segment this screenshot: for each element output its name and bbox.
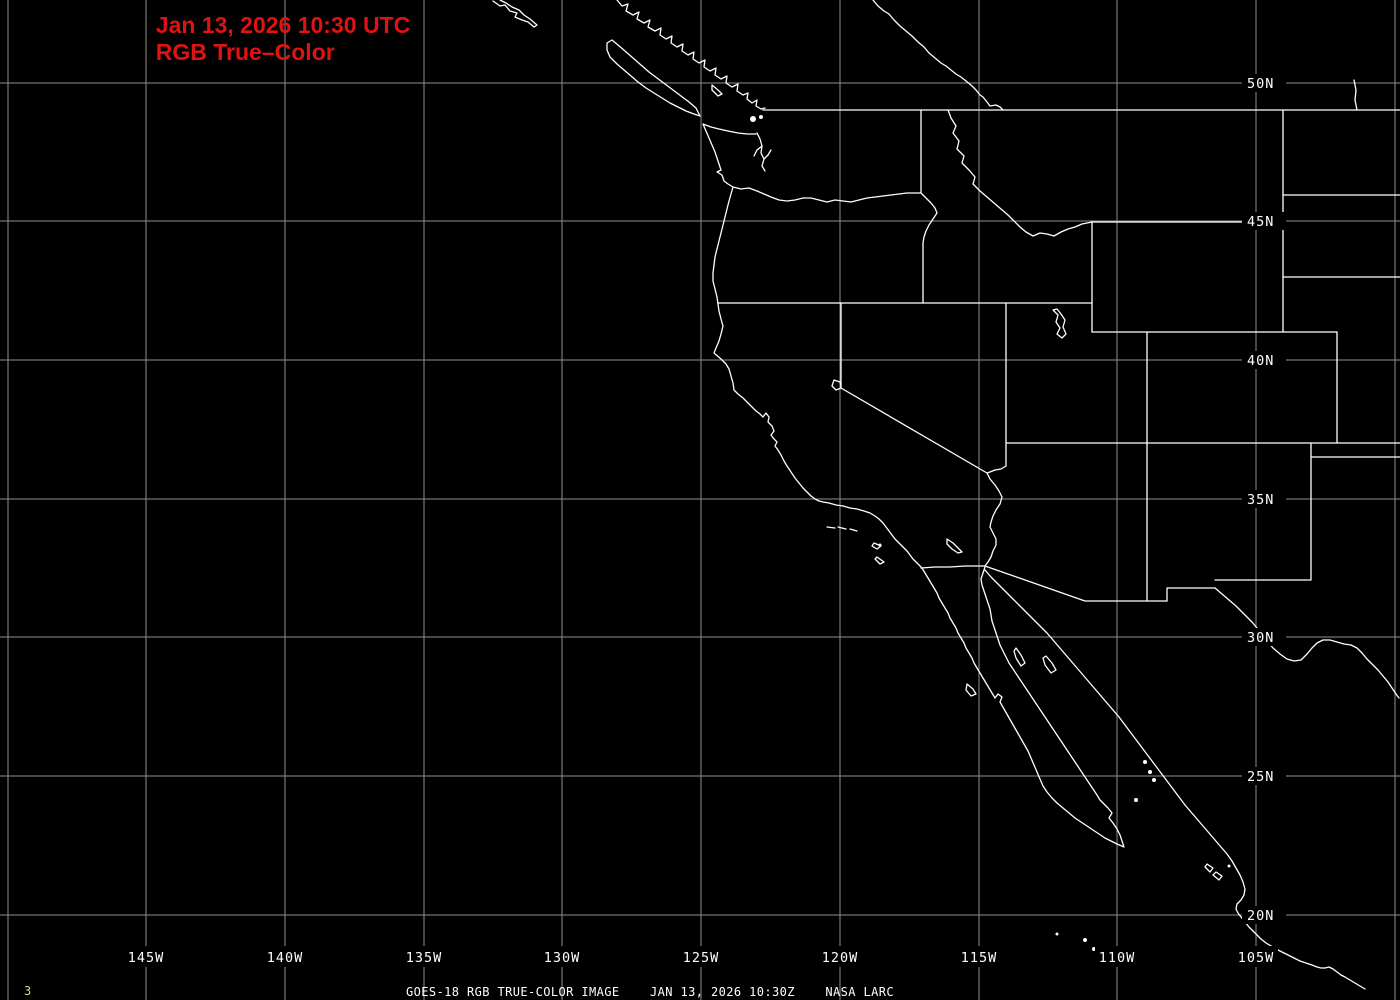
- map-outline-sonora-sinaloa-coast: [984, 569, 1366, 990]
- gridline-label-mask: [1242, 212, 1286, 230]
- gridline-label-mask: [1242, 490, 1286, 508]
- grid-label-layer: 145W 140W 135W 130W 125W 120W 115W 110W 105W 50N 4…: [124, 74, 1286, 967]
- map-outline-puget-sound-whidbey: [763, 149, 772, 160]
- map-islet: [1152, 778, 1156, 782]
- map-outline-san-clemente-island: [874, 556, 885, 565]
- map-outline-az-sonora-border: [984, 565, 1216, 602]
- map-islet: [1227, 864, 1231, 868]
- map-outline-islas-marias-1: [1204, 863, 1214, 873]
- image-caption: GOES-18 RGB TRUE-COLOR IMAGE JAN 13, 202…: [406, 985, 894, 999]
- map-outline-texada-island: [711, 84, 723, 97]
- longitude-label: 130W: [544, 950, 581, 966]
- frame-number: 3: [24, 984, 32, 998]
- map-outline-bc-alberta-divide: [872, 0, 1004, 111]
- map-outline-lake-tahoe: [831, 379, 842, 391]
- longitude-label: 115W: [961, 950, 998, 966]
- map-outline-river-top-right: [1353, 79, 1358, 111]
- map-outline-wa-or-columbia: [732, 186, 922, 203]
- map-outline-haida-gwaii-coast: [492, 0, 538, 28]
- longitude-label: 140W: [267, 950, 304, 966]
- map-outline-ok-tx-nm-borders: [1214, 442, 1400, 581]
- longitude-label: 120W: [822, 950, 859, 966]
- gridline-label-mask: [679, 946, 723, 967]
- map-outline-angel-de-la-guarda: [1013, 647, 1026, 667]
- map-islet: [1148, 770, 1152, 774]
- map-outline-vancouver-island: [606, 39, 701, 117]
- gridline-label-mask: [1095, 946, 1139, 967]
- map-outline-puget-sound-hood: [753, 145, 763, 157]
- gridline-label-mask: [124, 946, 168, 967]
- map-outline-channel-islands-chain: [826, 526, 858, 532]
- gridline-label-mask: [957, 946, 1001, 967]
- latitude-label: 30N: [1247, 630, 1274, 646]
- map-outline-tiburon-island: [1042, 655, 1057, 674]
- map-islet: [750, 116, 756, 122]
- gridline-label-mask: [263, 946, 307, 967]
- image-title-product: RGB True–Color: [155, 39, 335, 65]
- image-title-datetime: Jan 13, 2026 10:30 UTC: [155, 12, 411, 38]
- map-islet: [1055, 932, 1059, 936]
- gridline-label-mask: [540, 946, 584, 967]
- map-outline-ca-mexico-border: [920, 565, 986, 569]
- map-outline-bc-mainland-coast: [616, 0, 766, 110]
- map-outline-salton-sea: [946, 538, 963, 554]
- longitude-label: 105W: [1238, 950, 1275, 966]
- gridline-label-mask: [1234, 946, 1278, 967]
- gridline-label-mask: [1242, 906, 1286, 924]
- latitude-label: 50N: [1247, 76, 1274, 92]
- gridline-label-mask: [1242, 74, 1286, 92]
- map-outline-great-salt-lake: [1052, 308, 1067, 339]
- map-islet: [1143, 760, 1147, 764]
- gridline-label-mask: [1242, 628, 1286, 646]
- gridline-label-mask: [818, 946, 862, 967]
- map-islet: [1134, 798, 1138, 802]
- latitude-label: 40N: [1247, 353, 1274, 369]
- map-outline-rio-grande: [1214, 587, 1400, 699]
- latitude-label: 45N: [1247, 214, 1274, 230]
- latitude-label: 20N: [1247, 908, 1274, 924]
- longitude-label: 145W: [128, 950, 165, 966]
- latitude-label: 35N: [1247, 492, 1274, 508]
- map-outline-puget-sound-main: [756, 132, 766, 172]
- image-title: Jan 13, 2026 10:30 UTC RGB True–Color: [156, 12, 410, 66]
- map-outline-cedros-island: [965, 683, 977, 697]
- longitude-label: 135W: [406, 950, 443, 966]
- map-islet: [878, 543, 882, 547]
- map-outline-coast-west: [702, 123, 1125, 848]
- map-outline-islas-marias-2: [1212, 871, 1223, 881]
- gridline-label-mask: [1242, 767, 1286, 785]
- map-islet: [1083, 938, 1087, 942]
- map-outline-mt-id-divide: [947, 109, 1093, 237]
- map-outline-nv-az-colorado-river: [984, 442, 1007, 567]
- map-outline-ca-nv-border: [840, 302, 988, 474]
- longitude-label: 110W: [1099, 950, 1136, 966]
- map-outline-or-id-snake: [920, 192, 938, 304]
- gridline-label-mask: [1242, 351, 1286, 369]
- map-islet: [759, 115, 763, 119]
- longitude-label: 125W: [683, 950, 720, 966]
- gridline-label-mask: [402, 946, 446, 967]
- latitude-label: 25N: [1247, 769, 1274, 785]
